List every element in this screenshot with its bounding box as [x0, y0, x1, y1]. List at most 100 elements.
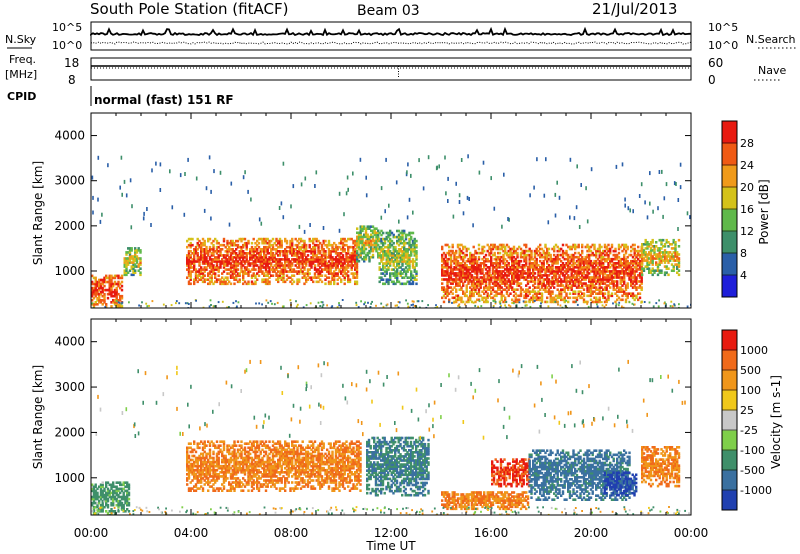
heatmap-cell: [193, 256, 196, 259]
heatmap-cell: [588, 247, 591, 251]
heatmap-cell: [194, 268, 198, 271]
heatmap-cell: [240, 264, 243, 267]
heatmap-cell: [312, 252, 315, 255]
heatmap-cell: [186, 245, 189, 249]
heatmap-cell: [655, 269, 658, 272]
heatmap-cell: [189, 450, 192, 454]
heatmap-cell: [105, 503, 108, 507]
heatmap-cell: [317, 260, 320, 263]
heatmap-cell: [589, 280, 593, 283]
heatmap-cell: [341, 250, 345, 253]
heatmap-cell: [651, 259, 654, 262]
heatmap-cell: [261, 264, 264, 267]
heatmap-cell: [112, 483, 115, 487]
heatmap-cell: [495, 264, 498, 267]
heatmap-cell: [320, 245, 324, 249]
heatmap-cell: [629, 208, 631, 213]
heatmap-cell: [92, 276, 96, 280]
heatmap-cell: [324, 239, 327, 243]
heatmap-cell: [528, 247, 531, 251]
heatmap-cell: [215, 260, 219, 263]
heatmap-cell: [486, 272, 489, 275]
heatmap-cell: [397, 235, 401, 239]
heatmap-cell: [110, 497, 113, 501]
heatmap-cell: [96, 282, 99, 286]
heatmap-cell: [120, 284, 124, 288]
heatmap-cell: [649, 269, 653, 272]
heatmap-cell: [131, 204, 133, 209]
heatmap-cell: [497, 286, 500, 289]
heatmap-cell: [380, 245, 383, 249]
heatmap-cell: [623, 262, 626, 265]
heatmap-cell: [263, 239, 266, 243]
heatmap-cell: [460, 255, 463, 259]
heatmap-cell: [542, 278, 545, 281]
heatmap-cell: [243, 280, 247, 284]
heatmap-cell: [570, 288, 573, 291]
heatmap-cell: [453, 266, 456, 269]
heatmap-cell: [568, 278, 572, 281]
heatmap-cell: [394, 254, 397, 257]
heatmap-cell: [643, 301, 646, 303]
heatmap-cell: [574, 282, 577, 285]
heatmap-cell: [187, 272, 191, 275]
heatmap-cell: [561, 288, 565, 291]
heatmap-cell: [290, 204, 292, 209]
heatmap-cell: [215, 268, 219, 271]
heatmap-cell: [581, 286, 584, 289]
heatmap-cell: [579, 253, 582, 257]
heatmap-cell: [631, 264, 635, 267]
heatmap-cell: [296, 262, 299, 265]
heatmap-cell: [535, 259, 538, 263]
heatmap-cell: [630, 249, 633, 253]
heatmap-cell: [186, 477, 189, 480]
heatmap-cell: [470, 290, 474, 293]
heatmap-cell: [451, 259, 454, 263]
heatmap-cell: [663, 196, 666, 201]
heatmap-cell: [463, 272, 467, 275]
heatmap-cell: [441, 272, 444, 275]
heatmap-cell: [355, 304, 358, 307]
heatmap-cell: [321, 301, 324, 304]
heatmap-cell: [195, 299, 197, 302]
heatmap-cell: [282, 305, 285, 308]
heatmap-cell: [301, 264, 304, 267]
heatmap-cell: [593, 262, 596, 265]
heatmap-cell: [412, 210, 414, 215]
heatmap-cell: [484, 253, 488, 257]
heatmap-cell: [479, 268, 482, 271]
heatmap-cell: [540, 262, 544, 265]
heatmap-cell: [350, 266, 353, 269]
heatmap-cell: [441, 245, 444, 249]
heatmap-cell: [115, 294, 118, 298]
heatmap-cell: [579, 294, 582, 298]
heatmap-cell: [242, 260, 245, 263]
heatmap-cell: [356, 257, 359, 261]
heatmap-cell: [617, 255, 621, 259]
heatmap-cell: [504, 268, 507, 271]
heatmap-cell: [406, 215, 409, 220]
heatmap-cell: [280, 241, 283, 245]
heatmap-cell: [633, 249, 636, 253]
heatmap-cell: [565, 282, 568, 285]
heatmap-cell: [504, 278, 507, 281]
heatmap-cell: [187, 477, 191, 480]
heatmap-cell: [207, 274, 210, 277]
heatmap-cell: [546, 280, 549, 283]
heatmap-cell: [278, 237, 282, 241]
heatmap-cell: [493, 280, 496, 283]
heatmap-cell: [462, 282, 465, 285]
heatmap-cell: [497, 270, 500, 273]
heatmap-cell: [653, 245, 656, 248]
heatmap-cell: [313, 254, 317, 257]
heatmap-cell: [665, 271, 668, 274]
heatmap-cell: [656, 267, 660, 270]
heatmap-cell: [261, 256, 264, 259]
heatmap-cell: [591, 264, 594, 267]
heatmap-cell: [413, 268, 416, 271]
heatmap-cell: [626, 262, 629, 265]
heatmap-cell: [186, 264, 189, 267]
heatmap-cell: [658, 261, 661, 264]
heatmap-cell: [544, 272, 547, 275]
heatmap-cell: [500, 266, 503, 269]
